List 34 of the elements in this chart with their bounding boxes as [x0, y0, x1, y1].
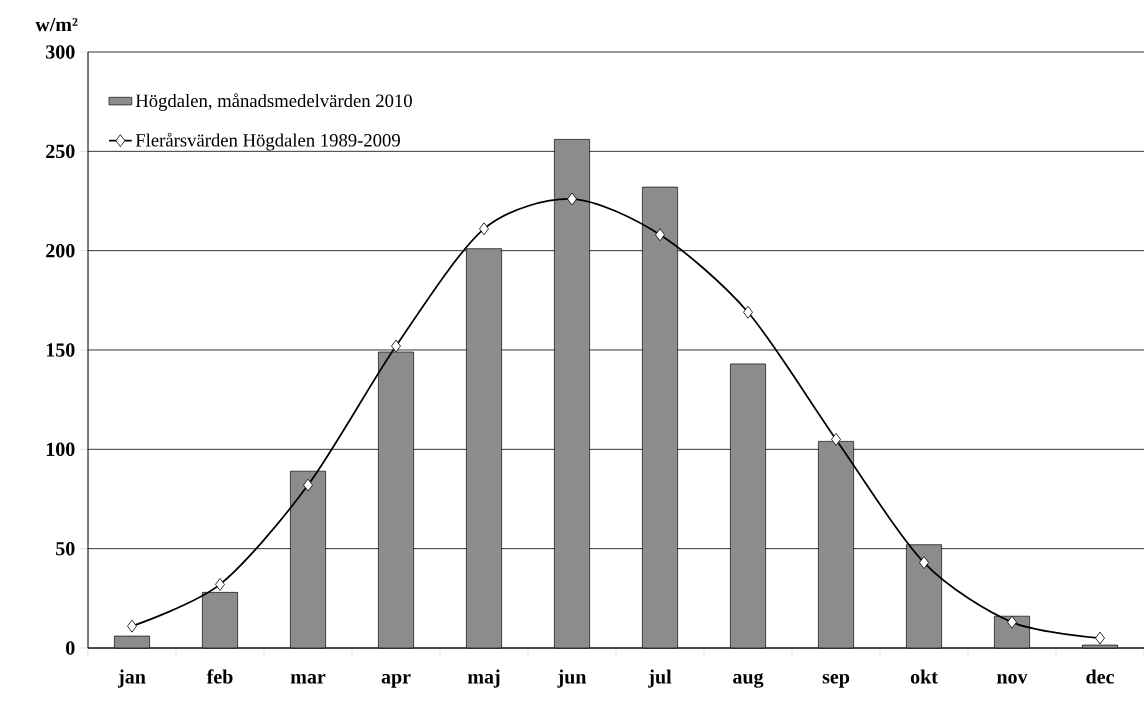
point: [1095, 631, 1105, 645]
x-tick-label: dec: [1086, 669, 1114, 684]
point: [303, 478, 313, 492]
point: [391, 339, 401, 353]
x-tick-label: maj: [467, 669, 500, 688]
x-tick-label: jun: [557, 669, 587, 688]
point: [919, 556, 929, 569]
point: [567, 192, 577, 206]
x-tick-label: sep: [822, 673, 850, 688]
y-tick-label: 300: [46, 45, 75, 59]
x-tick-label: aug: [733, 673, 764, 688]
y-axis-title: w/m²: [35, 17, 78, 32]
x-tick-label: jul: [648, 669, 672, 688]
point: [1007, 615, 1017, 629]
y-tick-label: 250: [46, 144, 75, 159]
x-tick-label: feb: [206, 669, 233, 684]
x-tick-label: mar: [290, 673, 326, 684]
point: [655, 228, 665, 242]
point: [831, 433, 841, 446]
point: [127, 619, 137, 633]
y-tick-label: 100: [46, 442, 75, 457]
legend-label: Flerårsvärden Högdalen 1989-2009: [135, 132, 400, 151]
y-tick-label: 150: [46, 343, 75, 357]
point: [479, 222, 489, 236]
y-tick-label: 0: [66, 641, 75, 655]
point: [743, 305, 753, 319]
x-tick-label: apr: [381, 673, 411, 688]
x-tick-label: nov: [996, 673, 1028, 684]
x-tick-label: jan: [117, 669, 146, 688]
x-tick-label: okt: [910, 669, 938, 684]
point: [215, 578, 225, 591]
y-tick-label: 50: [56, 541, 75, 556]
legend-label: Högdalen, månadsmedelvärden 2010: [135, 93, 412, 111]
y-tick-label: 200: [46, 243, 75, 258]
